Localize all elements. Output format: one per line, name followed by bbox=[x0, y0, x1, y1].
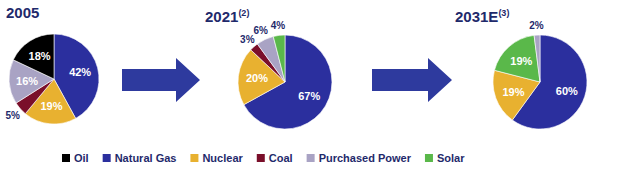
legend-label: Natural Gas bbox=[115, 152, 177, 164]
arrow bbox=[122, 58, 200, 102]
legend-label: Purchased Power bbox=[319, 152, 412, 164]
legend: Oil Natural Gas Nuclear Coal Purchased Power… bbox=[62, 152, 465, 164]
legend-swatch bbox=[307, 154, 315, 162]
legend-label: Oil bbox=[74, 152, 89, 164]
data-label: 5% bbox=[6, 110, 21, 121]
legend-label: Solar bbox=[437, 152, 465, 164]
data-label: 4% bbox=[271, 20, 286, 31]
data-label: 42% bbox=[69, 66, 91, 78]
chart-title: 2005 bbox=[6, 4, 39, 21]
data-label: 67% bbox=[298, 90, 320, 102]
pie-slice bbox=[494, 35, 540, 82]
legend-label: Nuclear bbox=[202, 152, 243, 164]
chart-canvas: 42% 19% 5% 16% 18% 2005 67% 20% 3%6%4% 2021(2) 60%… bbox=[0, 0, 635, 172]
pie-group: 67% 20% 3%6%4% bbox=[238, 20, 332, 129]
pie-slice bbox=[534, 35, 540, 82]
legend-swatch bbox=[103, 154, 111, 162]
data-label: 16% bbox=[16, 75, 38, 87]
chart-title: 2031E(3) bbox=[455, 8, 509, 25]
pie-group: 60% 19% 19% 2% bbox=[493, 20, 587, 129]
pie-slice bbox=[13, 34, 54, 79]
data-label: 3% bbox=[240, 34, 255, 45]
legend-swatch bbox=[62, 154, 70, 162]
legend-swatch bbox=[257, 154, 265, 162]
pie-slice bbox=[244, 35, 332, 129]
data-label: 20% bbox=[246, 72, 268, 84]
data-label: 2% bbox=[529, 20, 544, 31]
legend-swatch bbox=[425, 154, 433, 162]
data-label: 19% bbox=[502, 86, 524, 98]
chart-title: 2021(2) bbox=[205, 8, 249, 25]
pie-slice bbox=[273, 35, 285, 82]
pie-group: 42% 19% 5% 16% 18% bbox=[6, 34, 99, 124]
legend-label: Coal bbox=[269, 152, 293, 164]
data-label: 6% bbox=[254, 25, 269, 36]
data-label: 19% bbox=[510, 55, 532, 67]
data-label: 60% bbox=[556, 85, 578, 97]
data-label: 18% bbox=[29, 50, 51, 62]
arrow bbox=[372, 58, 452, 102]
data-label: 19% bbox=[40, 100, 62, 112]
legend-swatch bbox=[190, 154, 198, 162]
